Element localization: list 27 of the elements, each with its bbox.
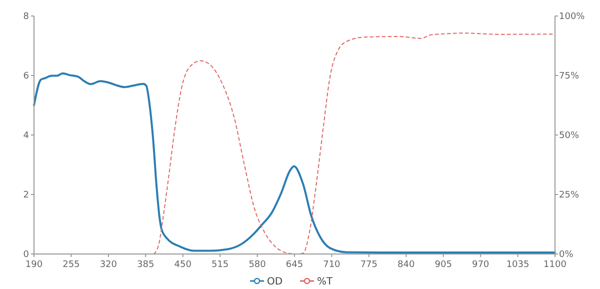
y2-tick-label: 25%: [559, 190, 580, 200]
y2-tick-label: 50%: [559, 131, 580, 141]
x-tick-label: 645: [286, 260, 304, 270]
x-tick-label: 1100: [544, 260, 567, 270]
x-tick-label: 580: [248, 260, 266, 270]
x-tick-label: 190: [25, 260, 43, 270]
x-tick-label: 320: [100, 260, 118, 270]
x-tick-label: 775: [360, 260, 378, 270]
x-tick-label: 255: [62, 260, 80, 270]
x-tick-label: 515: [211, 260, 229, 270]
legend-label: OD: [267, 276, 283, 288]
x-tick-label: 1035: [506, 260, 530, 270]
x-tick-label: 710: [323, 260, 341, 270]
y2-tick-label: 100%: [559, 12, 586, 22]
legend-label: %T: [317, 276, 334, 288]
y-tick-label: 6: [23, 72, 30, 82]
y2-tick-label: 75%: [559, 72, 580, 82]
x-tick-label: 385: [137, 260, 154, 270]
y-tick-label: 0: [23, 250, 30, 260]
x-tick-label: 970: [472, 260, 490, 270]
y-tick-label: 4: [23, 131, 30, 141]
y2-tick-label: 0%: [559, 250, 574, 260]
x-tick-label: 450: [174, 260, 192, 270]
y-tick-label: 8: [23, 12, 30, 22]
y-tick-label: 2: [23, 190, 29, 200]
x-tick-label: 840: [398, 260, 415, 270]
x-tick-label: 905: [434, 260, 452, 270]
